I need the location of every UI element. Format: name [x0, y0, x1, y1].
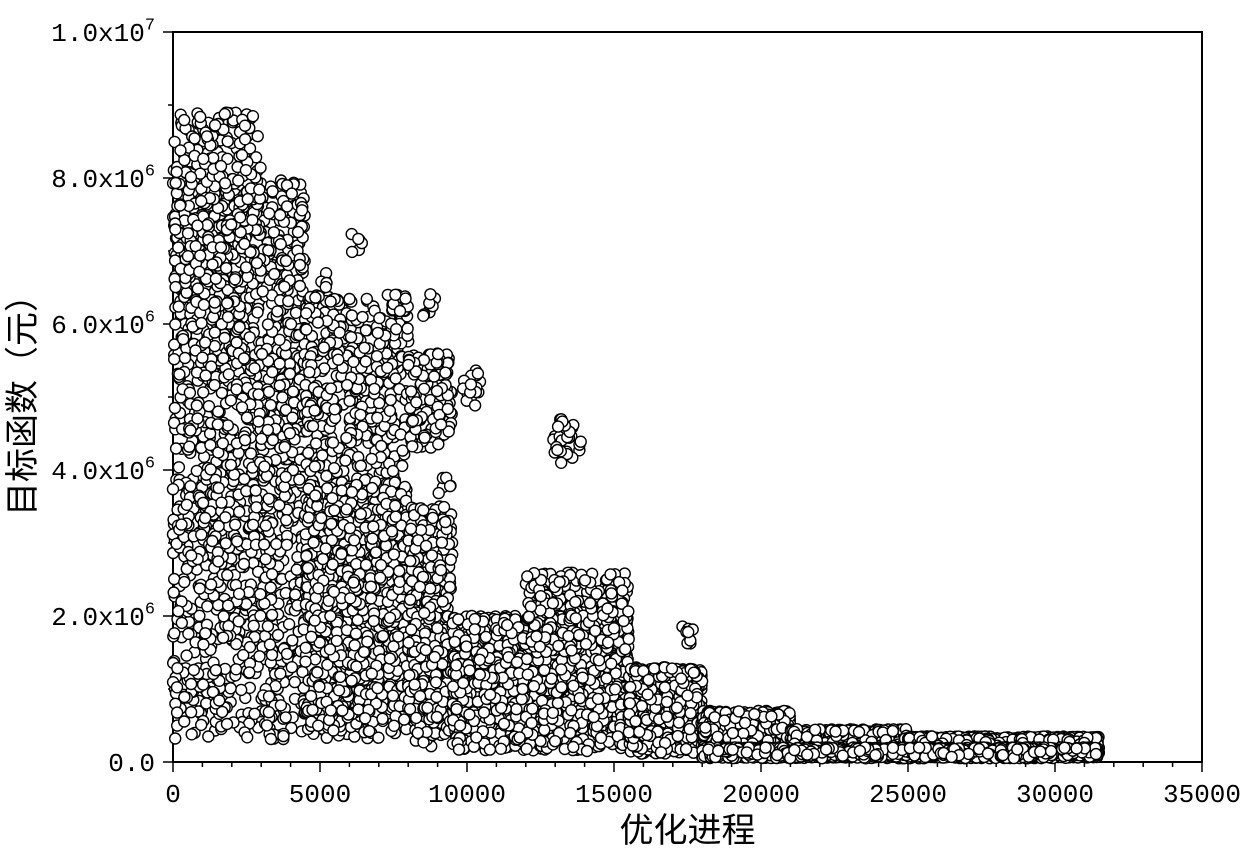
x-tick-label: 20000	[722, 780, 800, 810]
x-tick-label: 35000	[1163, 780, 1240, 810]
x-tick-label: 10000	[428, 780, 506, 810]
y-tick-label: 6.0x106	[51, 308, 155, 341]
y-tick-label: 8.0x106	[51, 162, 155, 195]
x-tick-label: 5000	[289, 780, 351, 810]
scatter-chart: 0 5000 10000 15000 20000 25000 30000 35000 优化进程 0…	[0, 0, 1240, 860]
x-tick-label: 30000	[1016, 780, 1094, 810]
x-tick-label: 25000	[869, 780, 947, 810]
y-axis-label: 目标函数（元）	[4, 278, 42, 516]
x-tick-label: 0	[165, 780, 181, 810]
x-tick-label: 15000	[575, 780, 653, 810]
chart-svg: 0 5000 10000 15000 20000 25000 30000 35000 优化进程 0…	[0, 0, 1240, 860]
y-tick-label: 4.0x106	[51, 454, 155, 487]
x-axis-label: 优化进程	[620, 812, 756, 850]
y-tick-label: 2.0x106	[51, 600, 155, 633]
y-tick-label: 0.0	[108, 749, 155, 779]
y-tick-label: 1.0x107	[51, 16, 155, 49]
